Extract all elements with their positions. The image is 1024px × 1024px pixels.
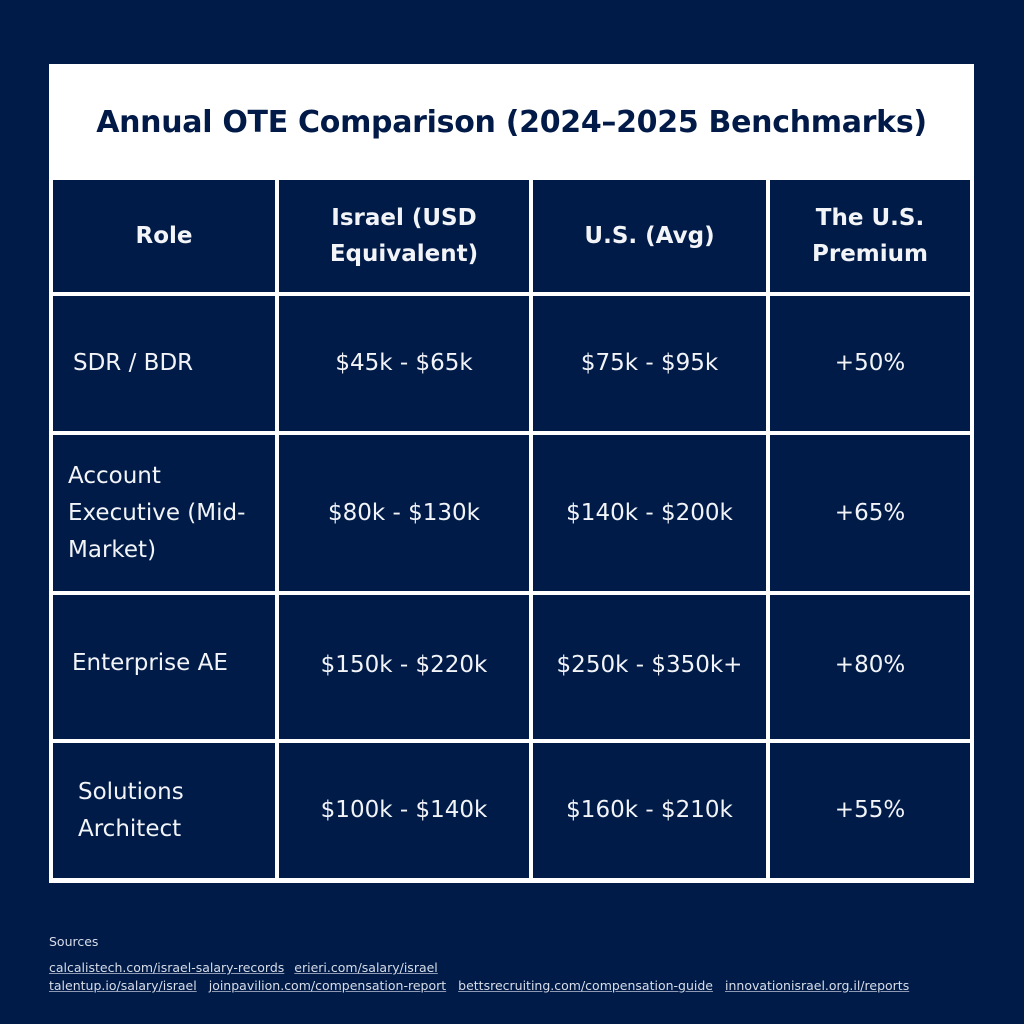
sources-line-1: calcalistech.com/israel-salary-records er… [49, 960, 448, 975]
role-label: Account Executive (Mid-Market) [68, 462, 246, 563]
header-premium: The U.S. Premium [770, 180, 970, 292]
header-us-label: U.S. (Avg) [584, 223, 715, 249]
role-label: Enterprise AE [72, 650, 228, 676]
table-row-2-us: $140k - $200k [533, 435, 766, 591]
sources-label: Sources [49, 934, 99, 949]
source-link[interactable]: joinpavilion.com/compensation-report [208, 978, 447, 993]
role-label: Solutions Architect [78, 778, 184, 842]
source-link[interactable]: talentup.io/salary/israel [49, 978, 197, 993]
page-title: Annual OTE Comparison (2024–2025 Benchma… [96, 104, 927, 140]
table-row-3-israel: $150k - $220k [279, 595, 529, 739]
israel-value: $80k - $130k [328, 499, 480, 526]
us-value: $250k - $350k+ [556, 652, 743, 678]
header-premium-label: The U.S. Premium [812, 205, 928, 267]
israel-value: $150k - $220k [320, 652, 488, 678]
header-role-label: Role [135, 223, 193, 249]
table-row-4-us: $160k - $210k [533, 743, 766, 878]
header-israel-label: Israel (USD Equivalent) [329, 205, 479, 267]
sources-line-2: talentup.io/salary/israel joinpavilion.co… [49, 978, 919, 993]
table-row-4-role: Solutions Architect [53, 743, 275, 878]
israel-value: $100k - $140k [320, 797, 488, 823]
table-row-2-premium: +65% [770, 435, 970, 591]
premium-value: +65% [834, 499, 906, 526]
table-row-1-premium: +50% [770, 296, 970, 431]
header-us: U.S. (Avg) [533, 180, 766, 292]
premium-value: +80% [834, 652, 906, 678]
table-row-2-israel: $80k - $130k [279, 435, 529, 591]
table-row-3-premium: +80% [770, 595, 970, 739]
table-row-4-israel: $100k - $140k [279, 743, 529, 878]
table-row-4-premium: +55% [770, 743, 970, 878]
premium-value: +50% [834, 350, 906, 376]
table-row-3-us: $250k - $350k+ [533, 595, 766, 739]
israel-value: $45k - $65k [335, 350, 473, 376]
table-row-1-us: $75k - $95k [533, 296, 766, 431]
table-row-2-role: Account Executive (Mid-Market) [53, 435, 275, 591]
title-band: Annual OTE Comparison (2024–2025 Benchma… [49, 64, 974, 178]
header-israel: Israel (USD Equivalent) [279, 180, 529, 292]
source-link[interactable]: erieri.com/salary/israel [294, 960, 438, 975]
table-row-1-israel: $45k - $65k [279, 296, 529, 431]
us-value: $75k - $95k [580, 350, 719, 376]
header-role: Role [53, 180, 275, 292]
us-value: $160k - $210k [566, 797, 733, 823]
us-value: $140k - $200k [566, 499, 733, 526]
source-link[interactable]: innovationisrael.org.il/reports [725, 978, 910, 993]
role-label: SDR / BDR [73, 350, 194, 376]
comparison-card: Annual OTE Comparison (2024–2025 Benchma… [49, 64, 974, 883]
table-row-1-role: SDR / BDR [53, 296, 275, 431]
source-link[interactable]: calcalistech.com/israel-salary-records [49, 960, 285, 975]
source-link[interactable]: bettsrecruiting.com/compensation-guide [458, 978, 713, 993]
premium-value: +55% [834, 797, 906, 823]
table-row-3-role: Enterprise AE [53, 595, 275, 739]
